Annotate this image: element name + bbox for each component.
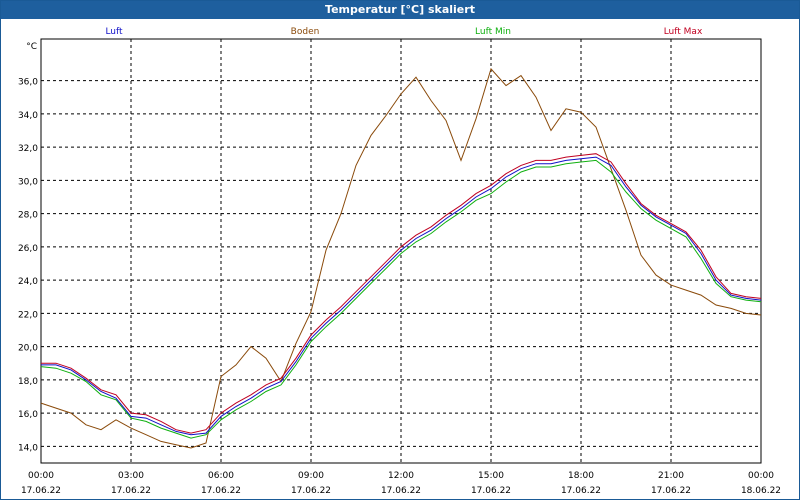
series-line-luft-min [40,159,762,439]
y-tick-label: 34,0 [18,111,38,121]
x-tick-time-label: 00:00 [28,471,54,481]
x-tick-date-label: 17.06.22 [21,486,61,496]
y-axis-label: °C [26,42,37,52]
x-tick-time-label: 12:00 [388,471,414,481]
x-tick-date-label: 17.06.22 [561,486,601,496]
title-bar: Temperatur [°C] skaliert [1,1,799,19]
y-tick-label: 18,0 [18,377,38,387]
x-tick-time-label: 09:00 [298,471,324,481]
legend-entry: Luft Max [664,27,703,37]
x-tick-time-label: 15:00 [478,471,504,481]
legend-entry: Luft Min [475,27,511,37]
y-tick-label: 30,0 [18,177,38,187]
y-tick-label: 16,0 [18,410,38,420]
y-tick-label: 24,0 [18,277,38,287]
x-tick-date-label: 17.06.22 [381,486,421,496]
x-tick-date-label: 18.06.22 [741,486,781,496]
temperature-chart: 14,0 16,0 18,0 20,0 22,0 24,0 26,0 28,0 30,0 32,0… [18,27,781,496]
y-tick-label: 36,0 [18,78,38,88]
x-tick-date-label: 17.06.22 [201,486,241,496]
x-tick-time-label: 06:00 [208,471,234,481]
series-line-luft [41,156,762,436]
x-tick-time-label: 03:00 [118,471,144,481]
x-tick-date-label: 17.06.22 [111,486,151,496]
series-line-luft-max [41,153,762,434]
window-title: Temperatur [°C] skaliert [325,3,475,16]
y-tick-label: 22,0 [18,310,38,320]
y-tick-label: 32,0 [18,144,38,154]
legend-entry: Boden [291,27,320,37]
x-tick-time-label: 18:00 [568,471,594,481]
x-tick-time-label: 21:00 [658,471,684,481]
x-tick-date-label: 17.06.22 [471,486,511,496]
x-tick-date-label: 17.06.22 [651,486,691,496]
x-tick-date-label: 17.06.22 [291,486,331,496]
x-tick-time-label: 00:00 [748,471,774,481]
legend-entry: Luft [105,27,123,37]
y-tick-label: 14,0 [18,443,38,453]
y-tick-label: 26,0 [18,244,38,254]
series-line-boden [40,67,762,449]
y-tick-label: 20,0 [18,344,38,354]
y-tick-label: 28,0 [18,211,38,221]
